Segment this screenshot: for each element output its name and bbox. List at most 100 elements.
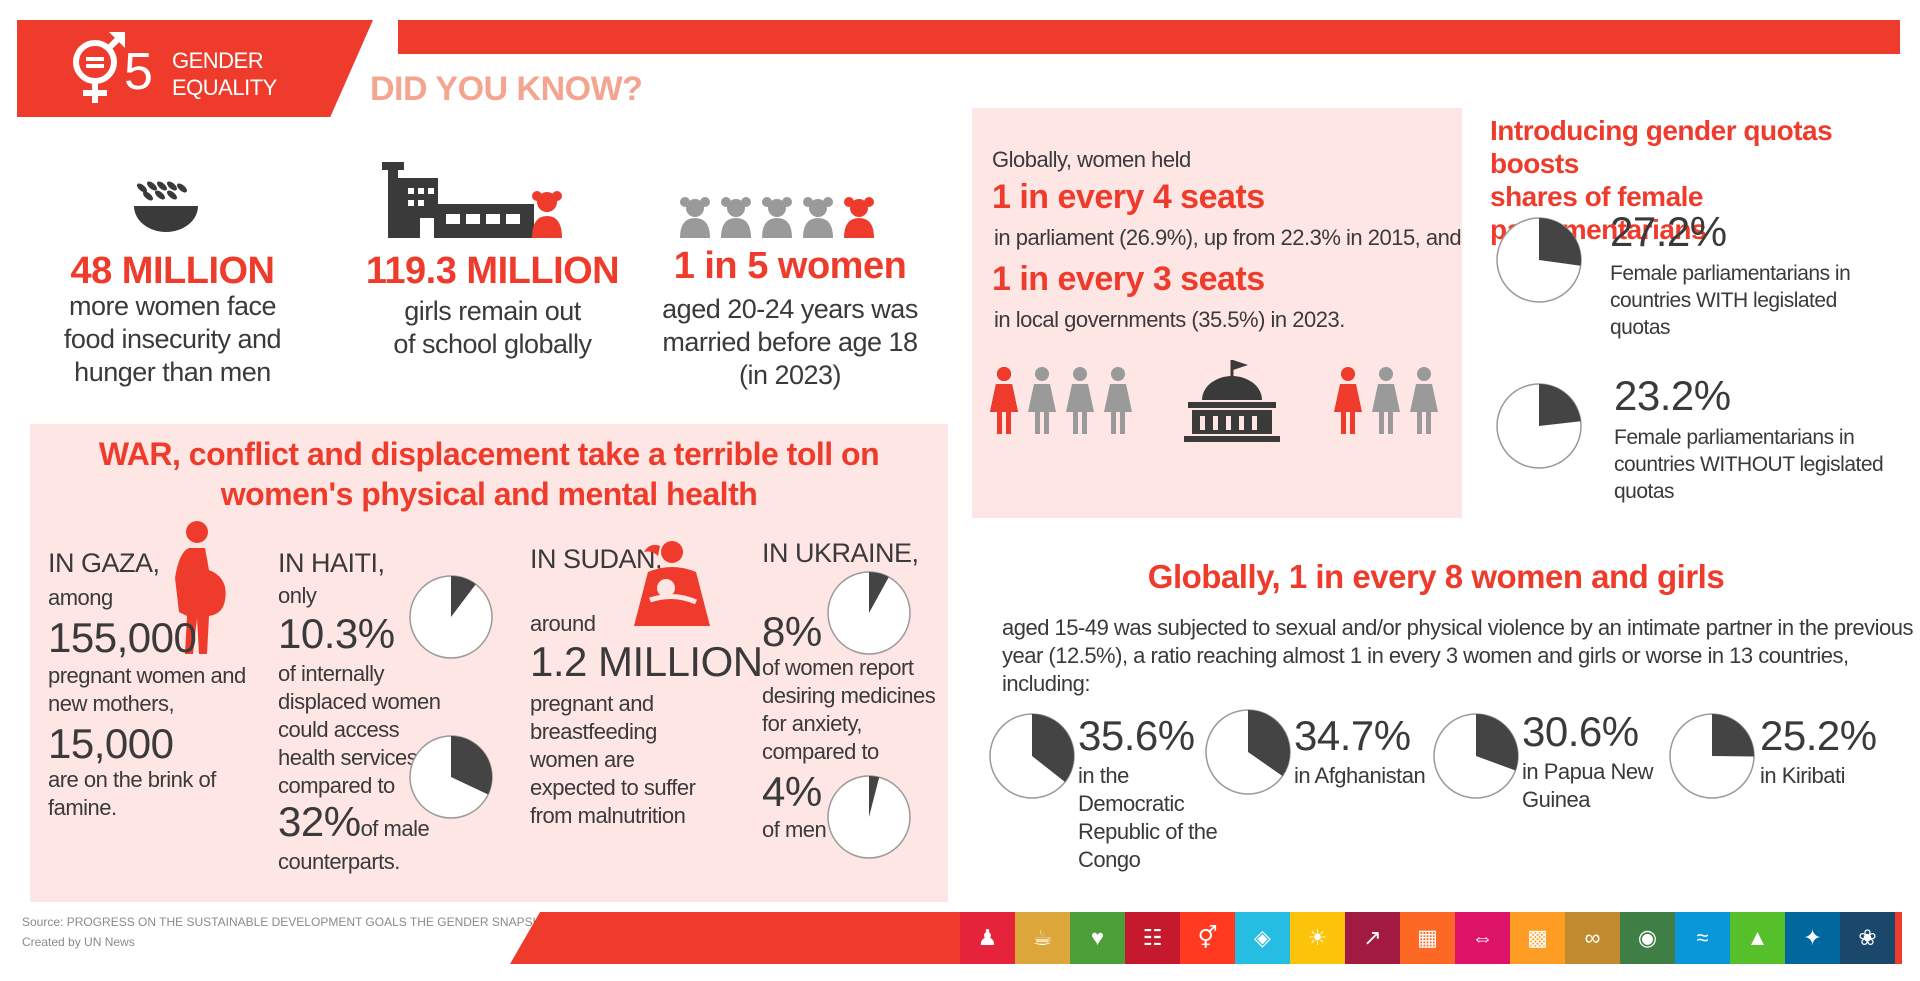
gaza-famine-text: are on the brink of famine.	[48, 767, 216, 820]
pie-slice	[1248, 710, 1290, 777]
png-pie	[1433, 713, 1519, 799]
afghanistan-value: 34.7%	[1294, 712, 1411, 759]
parliament-seats-value: 1 in every 4 seats	[992, 178, 1265, 216]
quota-without-pie	[1496, 383, 1582, 469]
afghanistan-label: in Afghanistan	[1294, 763, 1426, 788]
pie-slice	[1539, 218, 1581, 266]
haiti-heading: IN HAITI,	[278, 548, 385, 578]
sdg1-no-poverty-icon: ♟	[960, 912, 1015, 964]
sudan-around: around	[530, 611, 596, 636]
gender-equality-icon	[73, 32, 125, 103]
sdg2-zero-hunger-icon: ☕	[1015, 912, 1070, 964]
sdg8-decent-work-icon: ↗	[1345, 912, 1400, 964]
sdg9-industry-icon: ▦	[1400, 912, 1455, 964]
pie-slice	[1032, 714, 1074, 782]
sudan-text: pregnant and breastfeeding women are expect…	[530, 691, 696, 828]
pregnant-woman-icon	[175, 521, 226, 654]
food-insecurity-value: 48 MILLION	[70, 250, 275, 292]
pie-slice	[451, 736, 492, 795]
sdg17-partnerships-icon: ❀	[1840, 912, 1895, 964]
food-bowl-icon	[134, 181, 198, 232]
war-panel: WAR, conflict and displacement take a te…	[30, 424, 948, 902]
ukraine-women-pie	[827, 571, 911, 655]
gaza-famine-count: 15,000	[48, 720, 174, 767]
child-marriage-value: 1 in 5 women	[673, 245, 907, 287]
gaza-mothers-text: pregnant women and new mothers,	[48, 663, 246, 716]
women-local-government-icon	[1334, 367, 1438, 434]
quota-with-pie	[1496, 217, 1582, 303]
ukraine-heading: IN UKRAINE,	[762, 538, 919, 568]
pie-slice	[1712, 714, 1754, 757]
child-marriage-text: aged 20-24 years was married before age 1…	[662, 294, 918, 390]
kiribati-label: in Kiribati	[1760, 763, 1845, 788]
top-banner	[398, 20, 1900, 54]
pie-slice	[869, 572, 889, 613]
png-label: in Papua New Guinea	[1522, 759, 1653, 812]
women-ratio-icon	[680, 197, 874, 238]
gaza-mothers-count: 155,000	[48, 614, 197, 661]
haiti-idp-value: 10.3%	[278, 610, 395, 657]
drc-pie	[989, 713, 1075, 799]
sudan-heading: IN SUDAN,	[530, 544, 663, 574]
sdg11-sustainable-cities-icon: ▩	[1510, 912, 1565, 964]
sudan-value: 1.2 MILLION	[530, 638, 763, 685]
sdg3-good-health-icon: ♥	[1070, 912, 1125, 964]
pie-slice	[1476, 714, 1518, 771]
sdg12-responsible-consumption-icon: ∞	[1565, 912, 1620, 964]
pie-slice	[451, 576, 476, 617]
sdg-icons-strip: ♟ ☕ ♥ ☷ ⚥ ◈ ☀ ↗ ▦ ⇔ ▩ ∞ ◉ ≈ ▲ ✦ ❀	[960, 912, 1895, 964]
ukraine-women-value: 8%	[762, 608, 822, 655]
did-you-know-heading: DID YOU KNOW?	[370, 70, 643, 108]
pie-slice	[869, 776, 880, 817]
ukraine-men-pie	[827, 775, 911, 859]
women-parliament-icon	[990, 367, 1132, 434]
out-of-school-value: 119.3 MILLION	[365, 250, 620, 292]
gaza-among: among	[48, 585, 113, 610]
sdg7-clean-energy-icon: ☀	[1290, 912, 1345, 964]
sdg5-gender-equality-icon: ⚥	[1180, 912, 1235, 964]
pie-slice	[1539, 384, 1581, 426]
gaza-heading: IN GAZA,	[48, 548, 160, 578]
parliament-building-icon	[1184, 360, 1280, 442]
violence-text: aged 15-49 was subjected to sexual and/o…	[1002, 615, 1914, 696]
haiti-idp-pie	[409, 575, 493, 659]
haiti-male-value: 32%of male	[278, 798, 430, 845]
parliament-seats-text: in parliament (26.9%), up from 22.3% in …	[994, 225, 1462, 250]
source-credit: Source: PROGRESS ON THE SUSTAINABLE DEVE…	[22, 915, 588, 949]
haiti-male-pie	[409, 735, 493, 819]
sdg4-quality-education-icon: ☷	[1125, 912, 1180, 964]
ukraine-men-value: 4%	[762, 768, 822, 815]
haiti-only: only	[278, 583, 317, 608]
haiti-male-text: counterparts.	[278, 849, 400, 874]
goal-number: 5	[124, 43, 153, 101]
quota-with-text: Female parliamentarians in countries WITH…	[1610, 262, 1851, 339]
war-title: WAR, conflict and displacement take a te…	[98, 436, 880, 512]
sdg6-clean-water-icon: ◈	[1235, 912, 1290, 964]
ukraine-men-text: of men	[762, 817, 827, 842]
local-seats-text: in local governments (35.5%) in 2023.	[994, 307, 1345, 332]
school-building-icon	[382, 162, 562, 238]
food-insecurity-text: more women face food insecurity and hunger…	[63, 291, 282, 387]
local-seats-value: 1 in every 3 seats	[992, 260, 1265, 298]
drc-label: in the Democratic Republic of the Congo	[1078, 763, 1218, 872]
sdg16-peace-justice-icon: ✦	[1785, 912, 1840, 964]
sdg14-life-below-water-icon: ≈	[1675, 912, 1730, 964]
afghanistan-pie	[1205, 709, 1291, 795]
goal-label: GENDER EQUALITY	[172, 48, 277, 100]
quota-without-text: Female parliamentarians in countries WITH…	[1614, 426, 1884, 503]
breastfeeding-mother-icon	[634, 541, 710, 626]
sdg10-reduced-inequalities-icon: ⇔	[1455, 912, 1510, 964]
out-of-school-text: girls remain out of school globally	[393, 296, 592, 359]
quota-without-value: 23.2%	[1614, 372, 1731, 419]
violence-title: Globally, 1 in every 8 women and girls	[1147, 558, 1725, 595]
sdg13-climate-action-icon: ◉	[1620, 912, 1675, 964]
quota-with-value: 27.2%	[1610, 208, 1727, 255]
haiti-idp-text: of internally displaced women could access…	[278, 661, 441, 798]
sdg15-life-on-land-icon: ▲	[1730, 912, 1785, 964]
sdg5-header: 5 GENDER EQUALITY	[17, 20, 373, 117]
parliament-panel: Globally, women held 1 in every 4 seats …	[972, 108, 1462, 518]
drc-value: 35.6%	[1078, 712, 1195, 759]
parliament-intro: Globally, women held	[992, 147, 1191, 172]
png-value: 30.6%	[1522, 708, 1639, 755]
kiribati-pie	[1669, 713, 1755, 799]
